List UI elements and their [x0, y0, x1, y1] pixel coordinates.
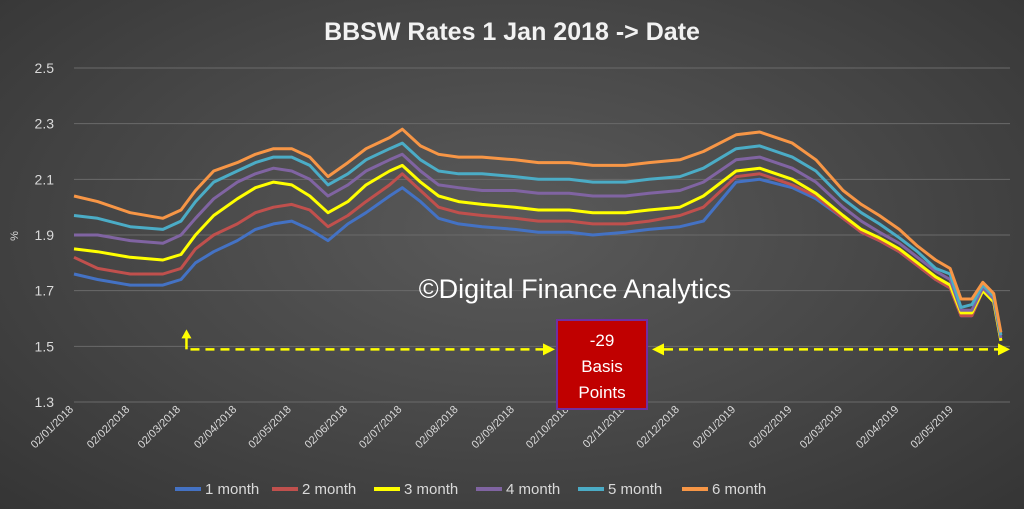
series-line-3-month: [73, 163, 1003, 342]
x-tick-label: 02/03/2018: [136, 404, 183, 451]
legend-label: 6 month: [712, 481, 766, 498]
y-tick-label: 2.3: [35, 116, 55, 132]
x-tick-label: 02/04/2018: [192, 404, 239, 451]
y-tick-label: 1.7: [35, 283, 55, 299]
x-tick-label: 02/08/2018: [413, 404, 460, 451]
y-tick-label: 1.3: [35, 394, 55, 410]
legend-label: 4 month: [506, 481, 560, 498]
x-tick-label: 02/06/2018: [303, 404, 350, 451]
x-tick-label: 02/03/2019: [798, 404, 845, 451]
legend-label: 2 month: [302, 481, 356, 498]
x-tick-label: 02/01/2018: [29, 404, 76, 451]
x-tick-label: 02/05/2019: [908, 404, 955, 451]
series-line-4-month: [74, 152, 1003, 339]
legend-label: 1 month: [205, 481, 259, 498]
series-line-6-month: [73, 127, 1003, 333]
x-tick-label: 02/11/2018: [581, 404, 628, 451]
y-tick-label: 2.1: [35, 171, 55, 187]
x-tick-label: 02/10/2018: [524, 404, 571, 451]
legend-label: 5 month: [608, 481, 662, 498]
chart-title: BBSW Rates 1 Jan 2018 -> Date: [324, 18, 700, 46]
basis-points-box: -29 Basis Points: [556, 319, 648, 410]
y-axis-label: %: [9, 231, 21, 241]
arrow-head: [998, 343, 1010, 356]
x-tick-label: 02/01/2019: [691, 404, 738, 451]
y-tick-label: 1.9: [35, 227, 55, 243]
series-line-5-month: [73, 141, 1003, 336]
x-tick-label: 02/02/2018: [85, 404, 132, 451]
x-tick-label: 02/07/2018: [357, 404, 404, 451]
basis-points-text: -29: [590, 331, 615, 350]
y-tick-label: 1.5: [35, 338, 55, 354]
y-tick-label: 2.5: [35, 60, 55, 76]
series-line-2-month: [73, 172, 1003, 342]
series-lines: [73, 127, 1003, 342]
arrow-head: [181, 329, 192, 339]
legend-label: 3 month: [404, 481, 458, 498]
x-tick-label: 02/12/2018: [635, 404, 682, 451]
y-tick-labels: 1.3 1.5 1.7 1.9 2.1 2.3 2.5: [35, 60, 55, 410]
x-tick-labels: 02/01/2018 02/02/2018 02/03/2018 02/04/2018…: [29, 404, 956, 451]
basis-points-box-bg: [556, 319, 648, 410]
x-tick-label: 02/09/2018: [469, 404, 516, 451]
arrow-head: [543, 343, 555, 356]
x-tick-label: 02/02/2019: [747, 404, 794, 451]
x-tick-label: 02/05/2018: [246, 404, 293, 451]
x-tick-label: 02/04/2019: [854, 404, 901, 451]
arrow-head: [652, 343, 664, 356]
legend: 1 month 2 month 3 month 4 month 5 month 6 mon…: [175, 481, 766, 498]
watermark: ©Digital Finance Analytics: [419, 274, 732, 304]
range-arrows: [181, 329, 1010, 356]
basis-points-text: Points: [578, 383, 625, 402]
basis-points-text: Basis: [581, 357, 623, 376]
